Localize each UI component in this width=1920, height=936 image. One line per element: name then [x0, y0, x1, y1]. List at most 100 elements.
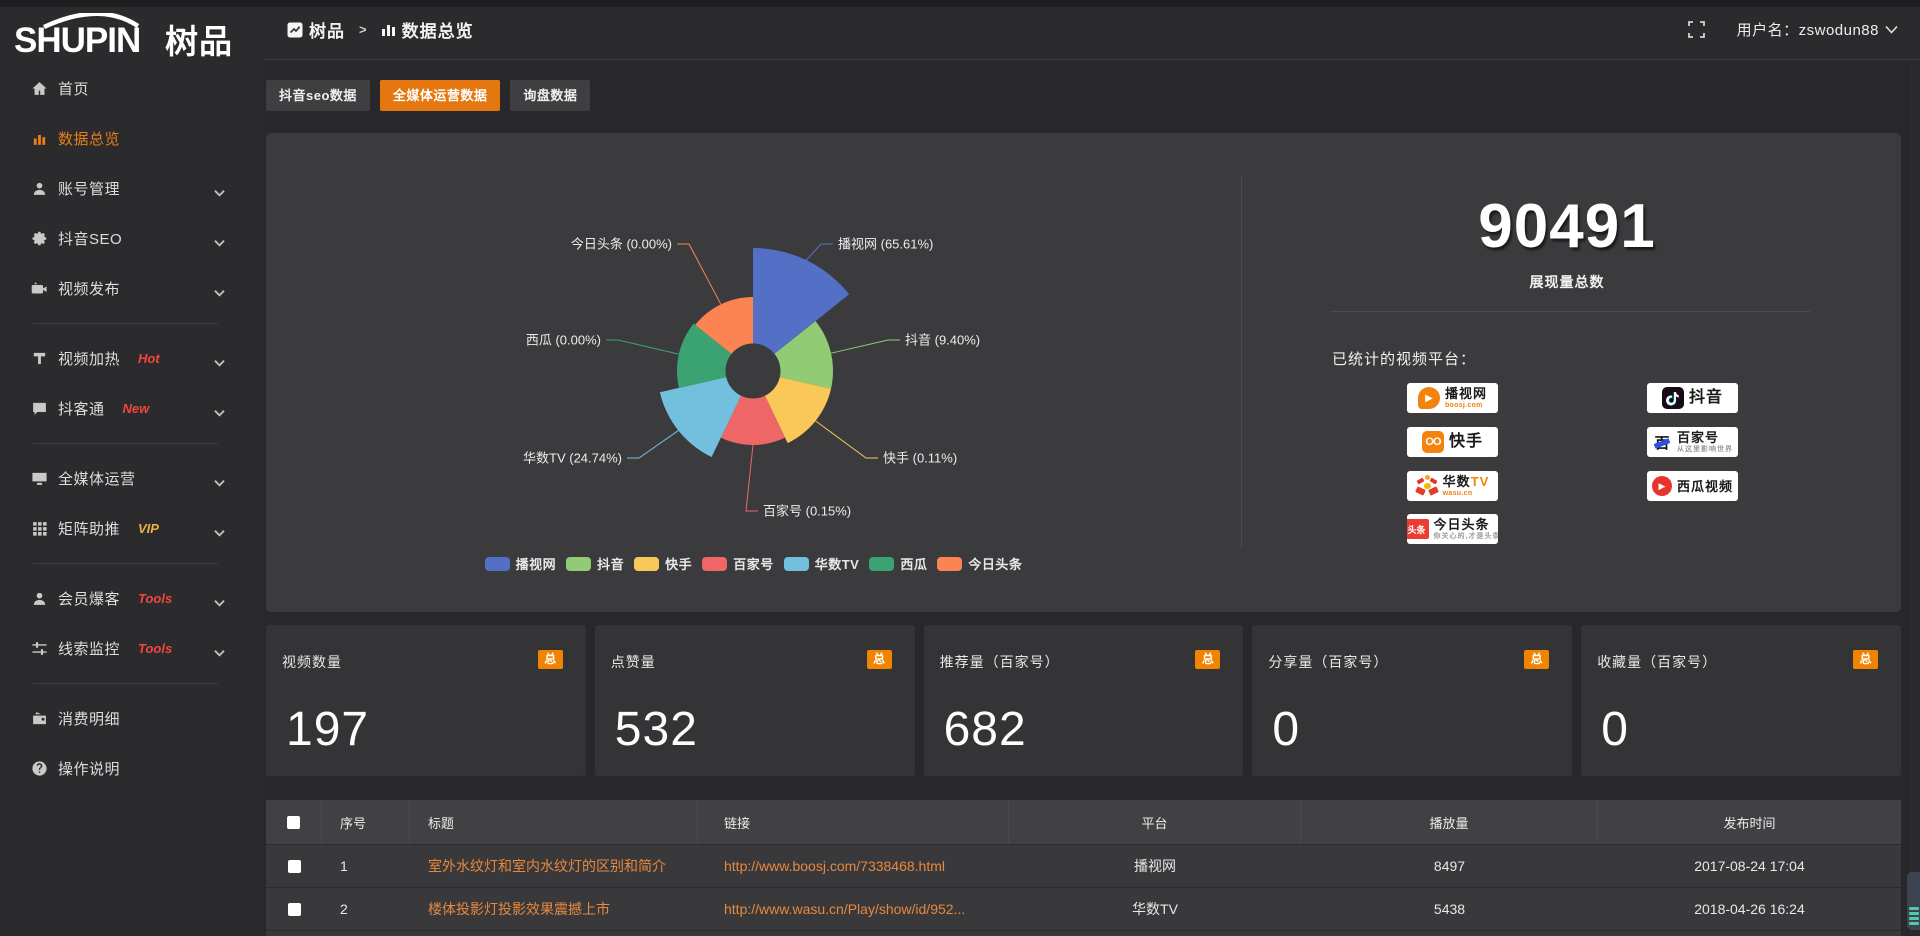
legend-item[interactable]: 播视网: [484, 554, 557, 573]
tab-media-operation-data[interactable]: 全媒体运营数据: [379, 80, 501, 111]
topbar-right: 用户名：zswodun88: [1687, 19, 1920, 40]
legend-item[interactable]: 华数TV: [783, 554, 860, 573]
pie-label-line: [815, 420, 878, 459]
bar-chart-icon: [381, 22, 396, 37]
col-header-title[interactable]: 标题: [410, 800, 698, 844]
sidebar-item-matrix-boost[interactable]: 矩阵助推 VIP: [0, 503, 263, 553]
breadcrumb-current[interactable]: 数据总览: [381, 17, 474, 42]
pie-label-line: [677, 243, 722, 305]
fullscreen-icon[interactable]: [1687, 21, 1705, 38]
stat-card-label: 分享量（百家号）: [1268, 654, 1389, 670]
app-logo[interactable]: SHUPIN 树品: [0, 0, 263, 60]
pie-label: 华数TV (24.74%): [523, 451, 622, 466]
legend-swatch: [869, 556, 895, 571]
platform-badge-toutiao: 头条 今日头条 你关心的,才是头条: [1407, 514, 1498, 544]
person-icon: [30, 589, 48, 607]
legend-item[interactable]: 今日头条: [937, 554, 1022, 573]
stat-card-value: 197: [286, 703, 370, 756]
pie-label: 快手 (0.11%): [883, 451, 957, 466]
hammer-icon: [30, 349, 48, 367]
row-checkbox[interactable]: [287, 859, 301, 873]
col-header-index[interactable]: 序号: [322, 800, 410, 844]
video-camera-icon: [30, 279, 48, 297]
total-badge[interactable]: 总: [537, 650, 563, 669]
sidebar-item-help[interactable]: 操作说明: [0, 743, 263, 793]
total-badge[interactable]: 总: [866, 650, 892, 669]
pie-label: 播视网 (65.61%): [838, 237, 933, 252]
chart-legend: 播视网 抖音 快手 百家号 华数TV 西瓜 今日头条: [266, 554, 1241, 573]
pie-slice[interactable]: [695, 297, 753, 354]
sidebar: SHUPIN 树品 首页 数据总览 账号管理: [0, 0, 263, 936]
total-badge[interactable]: 总: [1195, 650, 1221, 669]
sidebar-item-account[interactable]: 账号管理: [0, 163, 263, 213]
col-header-publish-time[interactable]: 发布时间: [1723, 815, 1776, 831]
sidebar-item-home[interactable]: 首页: [0, 63, 263, 113]
platforms-title: 已统计的视频平台：: [1332, 351, 1477, 368]
question-circle-icon: [30, 759, 48, 777]
pie-slice[interactable]: [753, 248, 850, 354]
sidebar-item-label: 抖音SEO: [58, 230, 123, 248]
pie-label-line: [805, 243, 833, 261]
breadcrumb-separator: >: [359, 22, 367, 37]
table-header-row: 序号 标题 链接 平台 播放量 发布时间: [266, 800, 1901, 844]
legend-swatch: [484, 556, 510, 571]
sidebar-divider: [33, 443, 218, 444]
sidebar-item-label: 会员爆客: [58, 590, 121, 608]
sidebar-item-media-operation[interactable]: 全媒体运营: [0, 453, 263, 503]
tab-douyin-seo-data[interactable]: 抖音seo数据: [266, 80, 370, 111]
video-url-link[interactable]: http://www.wasu.cn/Play/show/id/952...: [724, 901, 966, 917]
floating-service-widget[interactable]: [1907, 872, 1920, 930]
pie-slice[interactable]: [720, 395, 786, 445]
sidebar-item-douyin-seo[interactable]: 抖音SEO: [0, 213, 263, 263]
sidebar-item-member-leads[interactable]: 会员爆客 Tools: [0, 573, 263, 623]
legend-item[interactable]: 西瓜: [869, 554, 927, 573]
gear-icon: [30, 229, 48, 247]
sidebar-item-expense-detail[interactable]: 消费明细: [0, 693, 263, 743]
pie-label: 西瓜 (0.00%): [526, 333, 601, 348]
col-header-platform[interactable]: 平台: [1009, 800, 1301, 844]
pie-slice[interactable]: [774, 321, 834, 389]
stat-card-recommends: 推荐量（百家号） 总 682: [923, 625, 1244, 776]
sidebar-item-video-heat[interactable]: 视频加热 Hot: [0, 333, 263, 383]
pie-slice[interactable]: [677, 323, 732, 388]
pie-slice[interactable]: [659, 377, 742, 458]
video-url-link[interactable]: http://www.boosj.com/7338468.html: [724, 858, 946, 874]
platform-badge-boosj: ▶ 播视网 boosj.com: [1407, 383, 1498, 413]
video-title-link[interactable]: 室外水纹灯和室内水纹灯的区别和简介: [428, 858, 666, 874]
baijiahao-logo-icon: 百: [1652, 432, 1672, 452]
breadcrumb-home[interactable]: 树品: [287, 17, 345, 42]
kuaishou-logo-icon: OO: [1421, 431, 1444, 453]
video-table: 序号 标题 链接 平台 播放量 发布时间 1 室外水纹灯和室内水纹灯的区别和简介…: [266, 800, 1901, 936]
tab-inquiry-data[interactable]: 询盘数据: [510, 80, 591, 111]
sidebar-item-data-overview[interactable]: 数据总览: [0, 113, 263, 163]
col-header-plays[interactable]: 播放量: [1301, 800, 1598, 844]
row-checkbox[interactable]: [287, 902, 301, 916]
cell-plays: 8497: [1433, 858, 1466, 874]
video-title-link[interactable]: 楼体投影灯投影效果震撼上市: [428, 901, 610, 917]
sidebar-item-video-publish[interactable]: 视频发布: [0, 263, 263, 313]
topbar: 树品 > 数据总览 用户名：zswodun88: [263, 0, 1920, 60]
legend-item[interactable]: 抖音: [566, 554, 624, 573]
sidebar-item-label: 消费明细: [58, 710, 121, 728]
pie-label-line: [606, 339, 680, 355]
select-all-checkbox[interactable]: [287, 815, 300, 829]
vip-badge: VIP: [138, 520, 159, 536]
legend-label: 华数TV: [814, 557, 860, 572]
chevron-down-icon: [214, 284, 225, 302]
total-badge[interactable]: 总: [1852, 650, 1878, 669]
sidebar-item-doukotong[interactable]: 抖客通 New: [0, 383, 263, 433]
total-badge[interactable]: 总: [1524, 650, 1550, 669]
legend-item[interactable]: 快手: [634, 554, 692, 573]
sidebar-item-label: 操作说明: [58, 760, 121, 778]
sidebar-item-clue-monitor[interactable]: 线索监控 Tools: [0, 623, 263, 673]
pie-slice[interactable]: [764, 377, 831, 444]
chevron-down-icon: [214, 354, 225, 372]
legend-item[interactable]: 百家号: [702, 554, 774, 573]
col-header-link[interactable]: 链接: [698, 800, 1009, 844]
cell-platform: 华数TV: [1132, 901, 1178, 917]
scrollbar-track[interactable]: [1908, 61, 1920, 936]
sidebar-item-label: 抖客通: [58, 400, 105, 418]
total-impressions-value: 90491: [1478, 192, 1656, 261]
summary-divider: [1330, 311, 1810, 312]
user-menu[interactable]: 用户名：zswodun88: [1737, 19, 1898, 40]
